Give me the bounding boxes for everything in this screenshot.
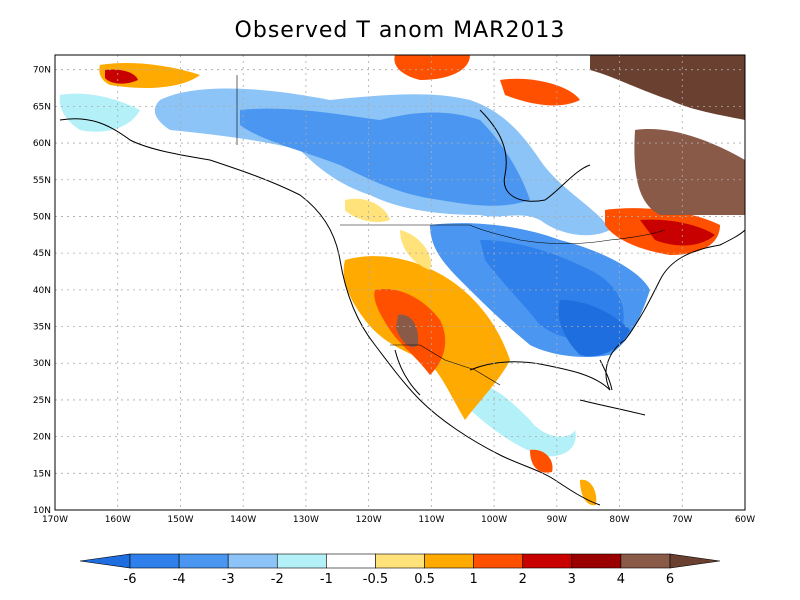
lat-tick-label: 35N (33, 323, 51, 333)
colorbar-box (227, 553, 278, 569)
colorbar-label: -4 (173, 572, 186, 587)
warm-region-arctic (394, 55, 470, 80)
warm-region-central-america (530, 449, 553, 473)
colorbar-box (326, 553, 376, 569)
coastlines (59, 109, 745, 506)
lon-tick-label: 140W (230, 515, 256, 525)
colorbar-label: 6 (666, 572, 674, 587)
map-frame (54, 54, 746, 511)
colorbar-box (129, 553, 180, 569)
coastline-gulf (469, 229, 745, 391)
colorbar-box (276, 553, 327, 569)
warm-region-great-basin (400, 230, 431, 270)
lon-tick-label: 90W (547, 515, 567, 525)
lat-tick-label: 20N (33, 433, 51, 443)
colorbar-box (473, 553, 524, 569)
cool-region-mexico (460, 380, 576, 457)
warm-region-northeast-core (640, 219, 715, 246)
colorbar-arrow-low (79, 553, 131, 569)
colorbar: -6 -4 -3 -2 -1 -0.5 0.5 1 2 3 4 6 (79, 553, 721, 587)
lon-tick-label: 70W (672, 515, 692, 525)
lon-tick-label: 60W (735, 515, 755, 525)
colorbar-label: 0.5 (414, 572, 435, 587)
lon-tick-label: 150W (167, 515, 193, 525)
lon-tick-label: 160W (105, 515, 131, 525)
hot-spot-southwest (396, 314, 419, 348)
lon-tick-label: 130W (293, 515, 319, 525)
colorbar-label: -0.5 (363, 572, 388, 587)
lat-tick-label: 10N (33, 506, 51, 516)
lat-tick-label: 30N (33, 359, 51, 369)
lon-tick-label: 170W (42, 515, 68, 525)
lon-tick-label: 110W (418, 515, 444, 525)
hot-spot-alaska (105, 69, 138, 84)
cool-region-alaska (59, 93, 140, 132)
coastline-cuba (579, 399, 646, 416)
lat-tick-label: 60N (33, 139, 51, 149)
coastline-hudson-bay (479, 109, 591, 202)
colorbar-label: -6 (124, 572, 137, 587)
colorbar-label: -3 (222, 572, 235, 587)
border-us-canada (340, 224, 666, 245)
lat-lon-grid (55, 55, 745, 510)
colorbar-box (424, 553, 474, 569)
map-title: Observed T anom MAR2013 (234, 18, 566, 43)
lon-tick-label: 120W (356, 515, 382, 525)
lat-tick-label: 15N (33, 469, 51, 479)
anomaly-fields (59, 55, 745, 506)
colorbar-label: -2 (271, 572, 284, 587)
lat-tick-label: 70N (33, 66, 51, 76)
lon-tick-label: 80W (609, 515, 629, 525)
warm-region-pacnw (345, 198, 390, 222)
colorbar-box (178, 553, 229, 569)
hot-region-quebec (634, 129, 745, 215)
colorbar-box (620, 553, 671, 569)
lat-tick-label: 55N (33, 176, 51, 186)
colorbar-arrow-high (669, 553, 721, 569)
lat-tick-label: 50N (33, 212, 51, 222)
colorbar-label: 3 (568, 572, 576, 587)
warm-region-panama (580, 479, 597, 506)
lon-tick-label: 100W (481, 515, 507, 525)
lat-tick-label: 40N (33, 286, 51, 296)
colorbar-box (522, 553, 573, 569)
coastline-florida (599, 359, 613, 391)
cold-region-canada-core (240, 108, 530, 206)
cold-region-east (558, 300, 630, 357)
axis-labels: 170W 160W 150W 140W 130W 120W 110W 100W 90W 80W 70… (33, 66, 755, 525)
hot-region-baffin (590, 55, 745, 120)
colorbar-label: 2 (519, 572, 527, 587)
colorbar-box (571, 553, 622, 569)
colorbar-box (375, 553, 425, 569)
colorbar-label: 1 (469, 572, 477, 587)
colorbar-label: -1 (320, 572, 333, 587)
warm-region-greenland-west (500, 78, 580, 106)
coastline-north-america (59, 118, 601, 506)
lat-tick-label: 25N (33, 396, 51, 406)
borders (236, 75, 666, 386)
border-us-mexico (390, 344, 501, 386)
colorbar-label: 4 (617, 572, 625, 587)
lat-tick-label: 65N (33, 102, 51, 112)
coastline-baja (394, 349, 421, 396)
lat-tick-label: 45N (33, 249, 51, 259)
